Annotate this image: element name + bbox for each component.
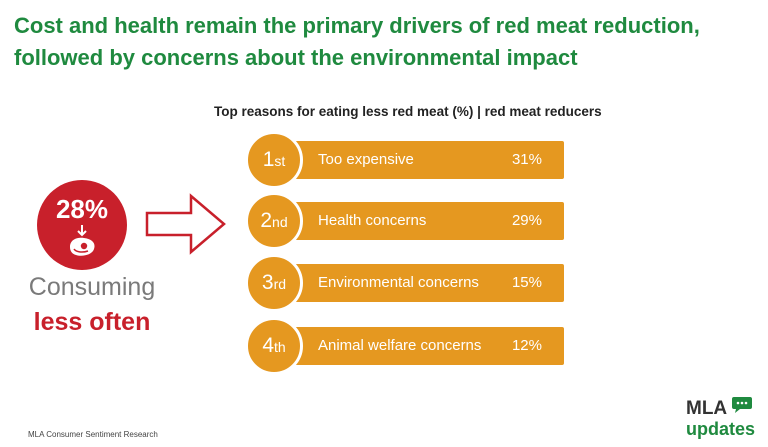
stat-label-less-often: less often [33, 308, 151, 336]
stat-label-consuming: Consuming [28, 273, 156, 301]
bar-1: Too expensive 31% [280, 141, 564, 179]
logo-text-updates: updates [686, 419, 756, 439]
rank-badge-2: 2nd [245, 192, 303, 250]
rank-number: 2 [260, 209, 273, 232]
title-line-2: followed by concerns about the environme… [14, 45, 578, 70]
rank-suffix: rd [273, 276, 287, 292]
rank-number: 3 [261, 271, 274, 294]
mla-updates-logo: MLA updates [686, 397, 756, 443]
bar-value-label: 12% [511, 337, 542, 354]
bar-label: Too expensive [318, 151, 414, 168]
bar-value-label: 15% [511, 274, 542, 291]
bar-2: Health concerns 29% [280, 202, 564, 240]
rank-badge-3: 3rd [245, 254, 303, 312]
bar-label: Health concerns [318, 212, 427, 229]
rank-suffix: nd [272, 214, 288, 230]
source-footnote: MLA Consumer Sentiment Research [28, 430, 158, 439]
logo-text-mla: MLA [686, 398, 728, 419]
rank-suffix: st [274, 153, 286, 169]
meat-steak-down-icon [70, 225, 95, 256]
stat-circle: 28% [37, 180, 127, 270]
chart-title: Top reasons for eating less red meat (%)… [214, 104, 602, 119]
page-title: Cost and health remain the primary drive… [14, 10, 754, 74]
stat-value: 28% [55, 194, 109, 224]
bar-label: Animal welfare concerns [318, 337, 482, 354]
bar-value-label: 31% [511, 151, 542, 168]
rank-badge-4: 4th [245, 317, 303, 375]
title-line-1: Cost and health remain the primary drive… [14, 13, 700, 38]
rank-badge-1: 1st [245, 131, 303, 189]
bar-3: Environmental concerns 15% [280, 264, 564, 302]
bar-label: Environmental concerns [318, 274, 479, 291]
rank-number: 1 [262, 148, 275, 171]
speech-bubble-icon [732, 397, 752, 413]
bar-value-label: 29% [511, 212, 542, 229]
rank-suffix: th [274, 339, 286, 355]
right-arrow-icon [145, 193, 226, 255]
rank-number: 4 [262, 334, 274, 357]
bar-4: Animal welfare concerns 12% [280, 327, 564, 365]
